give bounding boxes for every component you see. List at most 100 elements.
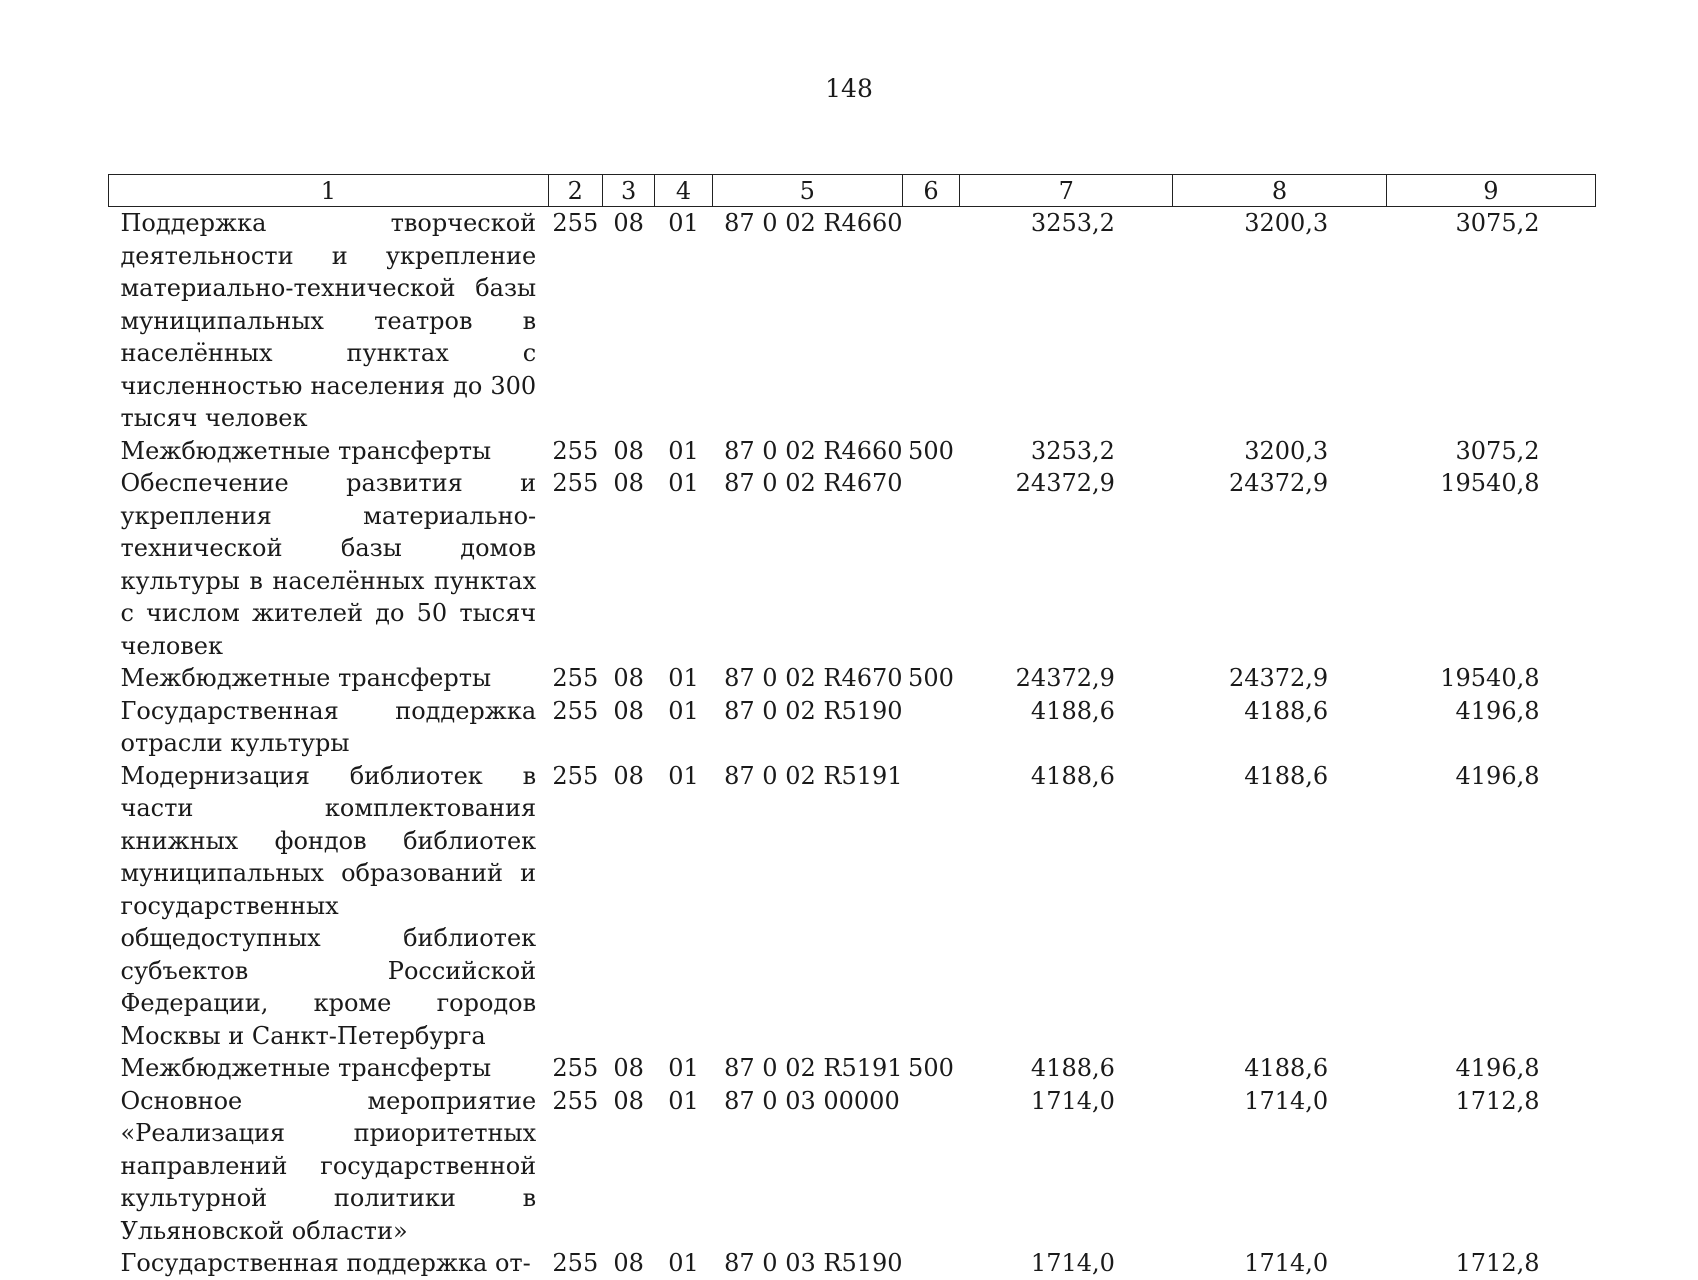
target-article-code: 87 0 02 R5190 (724, 696, 903, 725)
target-article-code: 87 0 02 R4670 (724, 664, 903, 692)
ministry-code: 255 (552, 436, 599, 465)
amount-column-8: 1714,0 (1244, 1249, 1329, 1277)
subsection-code: 01 (668, 436, 699, 465)
amount-column-9: 4196,8 (1455, 761, 1540, 790)
ministry-code: 255 (552, 1054, 599, 1082)
column-header: 9 (1385, 174, 1597, 207)
expense-type-code (902, 760, 959, 1053)
section-code: 08 (613, 761, 644, 790)
row-name: Обеспечение развития и укрепления матери… (120, 469, 537, 660)
column-header: 6 (901, 174, 961, 207)
amount-column-9: 4196,8 (1455, 696, 1540, 725)
section-code: 08 (613, 664, 644, 692)
column-header: 2 (547, 174, 603, 207)
target-article-code: 87 0 02 R4660 (724, 209, 903, 237)
amount-column-9: 19540,8 (1440, 469, 1540, 497)
ministry-code: 255 (552, 209, 599, 237)
expense-type-code (902, 1247, 959, 1280)
amount-column-8: 1714,0 (1244, 1086, 1329, 1115)
page-number: 148 (825, 74, 873, 103)
table-row: Обеспечение развития и укрепления матери… (109, 467, 1596, 662)
amount-column-7: 4188,6 (1030, 1054, 1115, 1082)
subsection-code: 01 (668, 696, 699, 725)
row-name: Поддержка творческой деятельности и укре… (120, 209, 537, 432)
section-code: 08 (613, 1086, 644, 1115)
amount-column-8: 24372,9 (1228, 664, 1329, 692)
amount-column-9: 4196,8 (1455, 1054, 1540, 1082)
amount-column-8: 4188,6 (1244, 696, 1329, 725)
table-row: Модернизация библиотек в части комплекто… (109, 760, 1596, 1053)
section-code: 08 (613, 1249, 644, 1277)
expense-type-code: 500 (908, 1054, 954, 1082)
amount-column-9: 1712,8 (1455, 1086, 1540, 1115)
subsection-code: 01 (668, 1086, 699, 1115)
subsection-code: 01 (668, 209, 699, 237)
table-row: Межбюджетные трансферты 255 08 01 87 0 02 R5… (109, 1052, 1596, 1085)
amount-column-7: 4188,6 (1030, 761, 1115, 790)
row-name: Межбюджетные трансферты (120, 436, 492, 465)
table-body: Поддержка творческой деятельности и укре… (109, 207, 1596, 1280)
expense-type-code: 500 (908, 664, 954, 692)
amount-column-8: 4188,6 (1244, 1054, 1329, 1082)
expense-type-code (902, 1085, 959, 1248)
section-code: 08 (613, 209, 644, 237)
subsection-code: 01 (668, 1249, 699, 1277)
column-header: 4 (654, 174, 713, 207)
amount-column-9: 3075,2 (1455, 436, 1540, 465)
section-code: 08 (613, 1054, 644, 1082)
row-name: Модернизация библиотек в части комплекто… (120, 761, 537, 1050)
ministry-code: 255 (552, 761, 599, 790)
row-name: Межбюджетные трансферты (120, 664, 492, 692)
amount-column-8: 3200,3 (1244, 209, 1329, 237)
amount-column-8: 4188,6 (1244, 761, 1329, 790)
section-code: 08 (613, 469, 644, 497)
amount-column-7: 1714,0 (1030, 1249, 1115, 1277)
column-header: 5 (711, 174, 903, 207)
amount-column-7: 3253,2 (1030, 209, 1115, 237)
amount-column-7: 24372,9 (1015, 469, 1115, 497)
target-article-code: 87 0 02 R5191 (724, 1054, 903, 1082)
budget-table: 1 2 3 4 5 6 7 8 9 Поддержка творческой д… (108, 174, 1597, 1280)
amount-column-8: 24372,9 (1228, 469, 1329, 497)
row-name: Межбюджетные трансферты (120, 1054, 492, 1082)
table-row: Государственная поддержка отрасли культу… (109, 695, 1596, 760)
expense-type-code (902, 467, 959, 662)
amount-column-7: 1714,0 (1030, 1086, 1115, 1115)
table-row: Межбюджетные трансферты 255 08 01 87 0 02 R4… (109, 662, 1596, 695)
target-article-code: 87 0 02 R4670 (724, 469, 903, 497)
target-article-code: 87 0 02 R4660 (724, 436, 903, 465)
amount-column-9: 3075,2 (1455, 209, 1540, 237)
row-name: Государственная поддержка отрасли культу… (120, 696, 537, 758)
amount-column-8: 3200,3 (1244, 436, 1329, 465)
target-article-code: 87 0 03 R5190 (724, 1249, 903, 1277)
subsection-code: 01 (668, 664, 699, 692)
subsection-code: 01 (668, 761, 699, 790)
table-header-row: 1 2 3 4 5 6 7 8 9 (108, 174, 1597, 207)
amount-column-7: 24372,9 (1015, 664, 1115, 692)
ministry-code: 255 (552, 1249, 599, 1277)
table-row: Поддержка творческой деятельности и укре… (109, 207, 1596, 435)
expense-type-code: 500 (908, 436, 954, 465)
row-name: Государственная поддержка от- (120, 1249, 531, 1277)
section-code: 08 (613, 696, 644, 725)
table-row: Основное мероприятие «Реализация приорит… (109, 1085, 1596, 1248)
amount-column-9: 19540,8 (1440, 664, 1540, 692)
column-header: 8 (1172, 174, 1387, 207)
subsection-code: 01 (668, 1054, 699, 1082)
table-row: Межбюджетные трансферты 255 08 01 87 0 02 R4… (109, 435, 1596, 468)
section-code: 08 (613, 436, 644, 465)
amount-column-9: 1712,8 (1455, 1249, 1540, 1277)
amount-column-7: 3253,2 (1030, 436, 1115, 465)
table-row: Государственная поддержка от- 255 08 01 87 0… (109, 1247, 1596, 1280)
target-article-code: 87 0 02 R5191 (724, 761, 903, 790)
subsection-code: 01 (668, 469, 699, 497)
ministry-code: 255 (552, 469, 599, 497)
ministry-code: 255 (552, 1086, 599, 1115)
column-header: 1 (108, 174, 549, 207)
ministry-code: 255 (552, 696, 599, 725)
expense-type-code (902, 695, 959, 760)
ministry-code: 255 (552, 664, 599, 692)
column-header: 3 (601, 174, 656, 207)
expense-type-code (902, 207, 959, 435)
column-header: 7 (959, 174, 1174, 207)
